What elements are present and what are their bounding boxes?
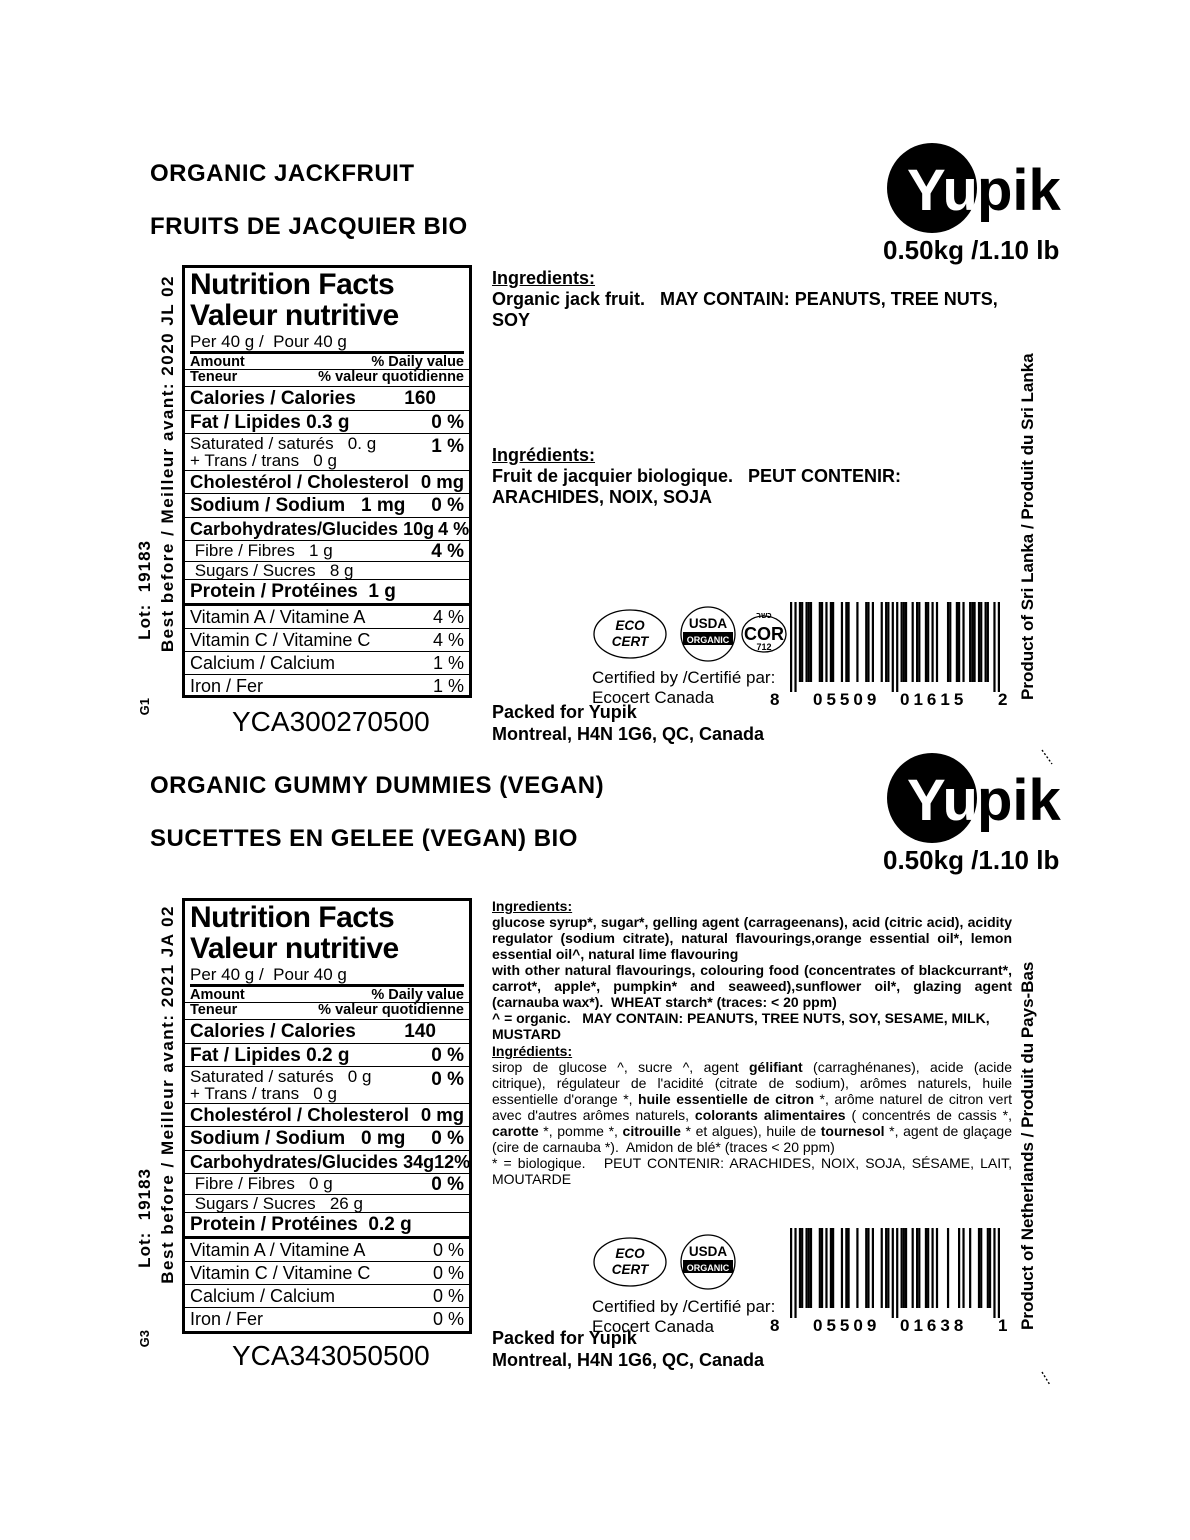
svg-text:ECO: ECO bbox=[615, 618, 645, 633]
svg-text:Yu: Yu bbox=[907, 158, 978, 223]
svg-text:712: 712 bbox=[756, 642, 771, 652]
svg-text:USDA: USDA bbox=[689, 616, 728, 631]
svg-text:pik: pik bbox=[977, 158, 1062, 223]
svg-text:CERT: CERT bbox=[612, 1262, 650, 1277]
svg-text:ORGANIC: ORGANIC bbox=[687, 635, 730, 645]
svg-text:CERT: CERT bbox=[612, 634, 650, 649]
svg-text:Yu: Yu bbox=[907, 768, 978, 833]
svg-text:כשר: כשר bbox=[756, 611, 771, 620]
svg-text:COR: COR bbox=[744, 624, 784, 644]
svg-text:ECO: ECO bbox=[615, 1246, 645, 1261]
svg-text:pik: pik bbox=[977, 768, 1062, 833]
svg-text:USDA: USDA bbox=[689, 1244, 728, 1259]
svg-text:ORGANIC: ORGANIC bbox=[687, 1263, 730, 1273]
